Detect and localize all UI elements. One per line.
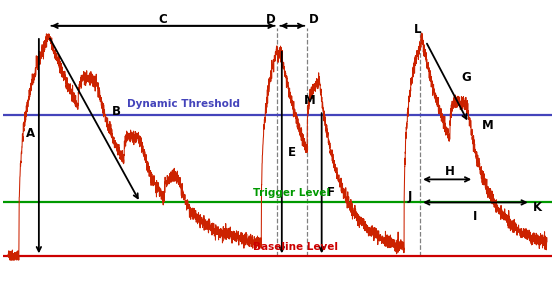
Text: J: J xyxy=(407,190,412,202)
Text: F: F xyxy=(327,186,335,199)
Text: Dynamic Threshold: Dynamic Threshold xyxy=(127,99,240,109)
Text: M: M xyxy=(482,119,494,132)
Text: K: K xyxy=(533,201,542,214)
Text: L: L xyxy=(414,23,421,36)
Text: B: B xyxy=(112,105,120,118)
Text: H: H xyxy=(445,165,455,178)
Text: Baseline Level: Baseline Level xyxy=(253,242,338,252)
Text: I: I xyxy=(473,210,478,223)
Text: D: D xyxy=(266,13,276,26)
Text: A: A xyxy=(26,127,36,140)
Text: Trigger Level: Trigger Level xyxy=(253,188,330,198)
Text: G: G xyxy=(461,70,471,83)
Text: D: D xyxy=(309,13,319,26)
Text: E: E xyxy=(287,146,295,159)
Text: M: M xyxy=(304,94,316,107)
Text: C: C xyxy=(159,13,168,26)
